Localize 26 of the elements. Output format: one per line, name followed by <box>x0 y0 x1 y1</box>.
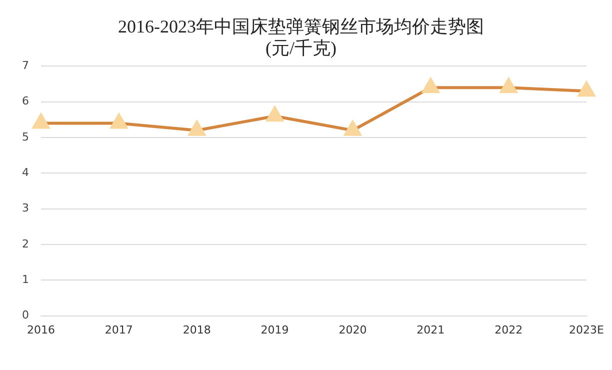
y-tick-label: 1 <box>22 273 29 286</box>
point <box>110 114 128 129</box>
y-tick-label: 5 <box>22 130 29 144</box>
x-tick-label: 2021 <box>416 323 445 336</box>
y-tick-label: 0 <box>22 308 29 322</box>
y-tick-label: 4 <box>22 166 29 180</box>
point <box>578 82 595 97</box>
y-tick-label: 3 <box>22 202 29 215</box>
x-tick-label: 2023E <box>569 323 604 336</box>
x-tick-label: 2022 <box>494 323 523 336</box>
point <box>500 78 518 94</box>
point <box>188 120 206 136</box>
x-tick-label: 2020 <box>338 323 367 336</box>
point <box>266 106 284 122</box>
point <box>32 114 50 129</box>
y-tick-label: 6 <box>22 94 29 108</box>
y-tick-label: 7 <box>22 59 29 72</box>
text: 2016-2023年中国床垫弹簧钢丝市场均价走势图 <box>118 16 484 37</box>
x-tick-label: 2019 <box>260 323 289 336</box>
x-tick-label: 2016 <box>27 323 55 336</box>
point <box>344 120 362 136</box>
y-tick-label: 2 <box>22 237 29 250</box>
text: (元/千克) <box>266 38 336 58</box>
x-tick-label: 2017 <box>104 323 133 336</box>
point <box>422 78 440 94</box>
x-tick-label: 2018 <box>182 323 211 336</box>
